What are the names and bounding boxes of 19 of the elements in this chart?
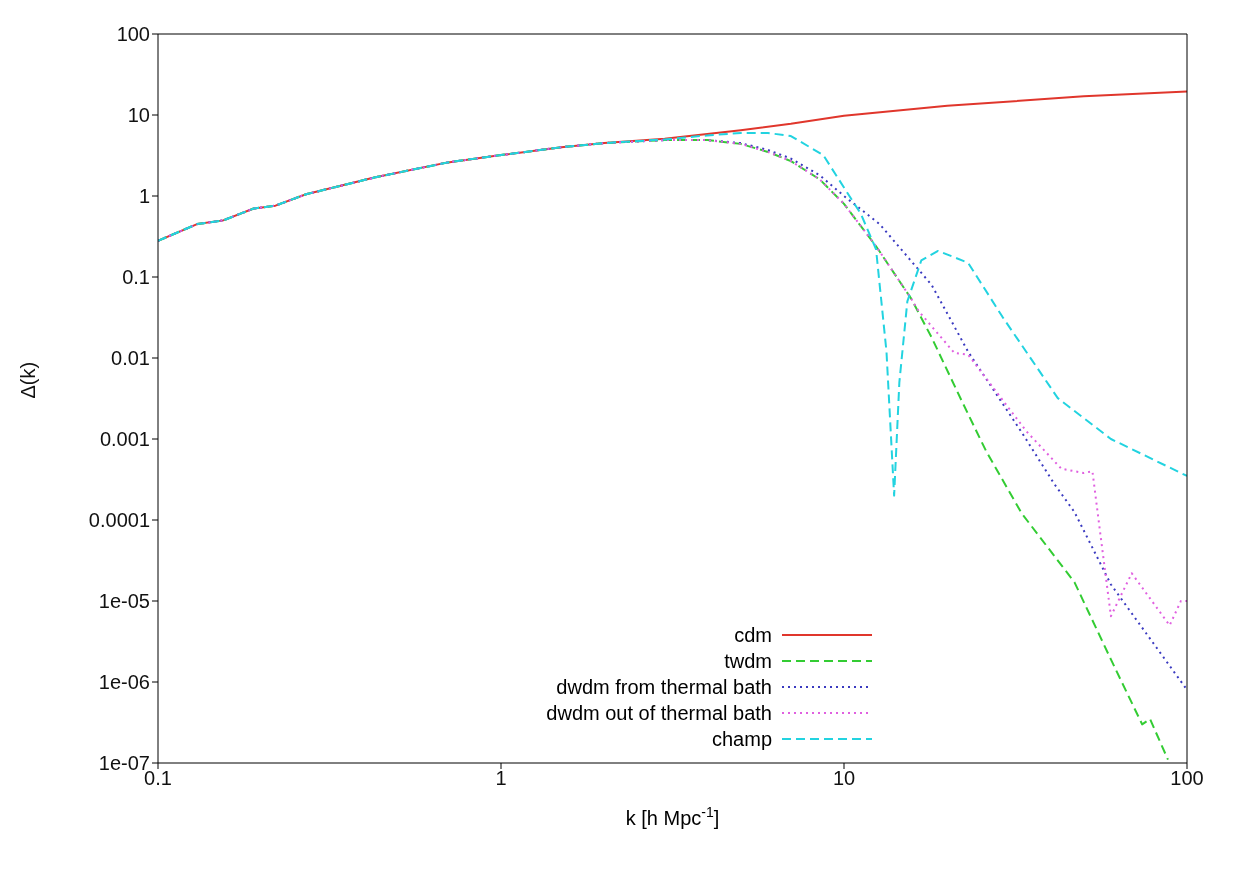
y-axis-title: Δ(k)	[17, 361, 40, 399]
y-tick-label: 0.0001	[88, 509, 150, 532]
y-tick-label: 0.01	[111, 347, 150, 370]
y-tick-label: 100	[116, 23, 150, 46]
y-tick-label: 1	[138, 185, 150, 208]
legend-label: dwdm out of thermal bath	[546, 701, 772, 725]
y-tick-label: 1e-05	[98, 590, 150, 613]
x-tick-label: 100	[1170, 767, 1204, 790]
y-tick-label: 0.1	[122, 266, 150, 289]
legend-label: twdm	[724, 649, 772, 673]
y-tick-label: 10	[127, 104, 150, 127]
x-axis-title: k [h Mpc$^{-1}$]	[625, 804, 720, 829]
legend-label: champ	[711, 727, 772, 751]
x-tick-label: 1	[495, 767, 507, 790]
legend-label: cdm	[734, 623, 772, 647]
x-tick-label: 10	[832, 767, 856, 790]
y-tick-label: 0.001	[99, 428, 150, 451]
y-tick-label: 1e-06	[98, 671, 150, 694]
legend-label: dwdm from thermal bath	[556, 675, 772, 699]
